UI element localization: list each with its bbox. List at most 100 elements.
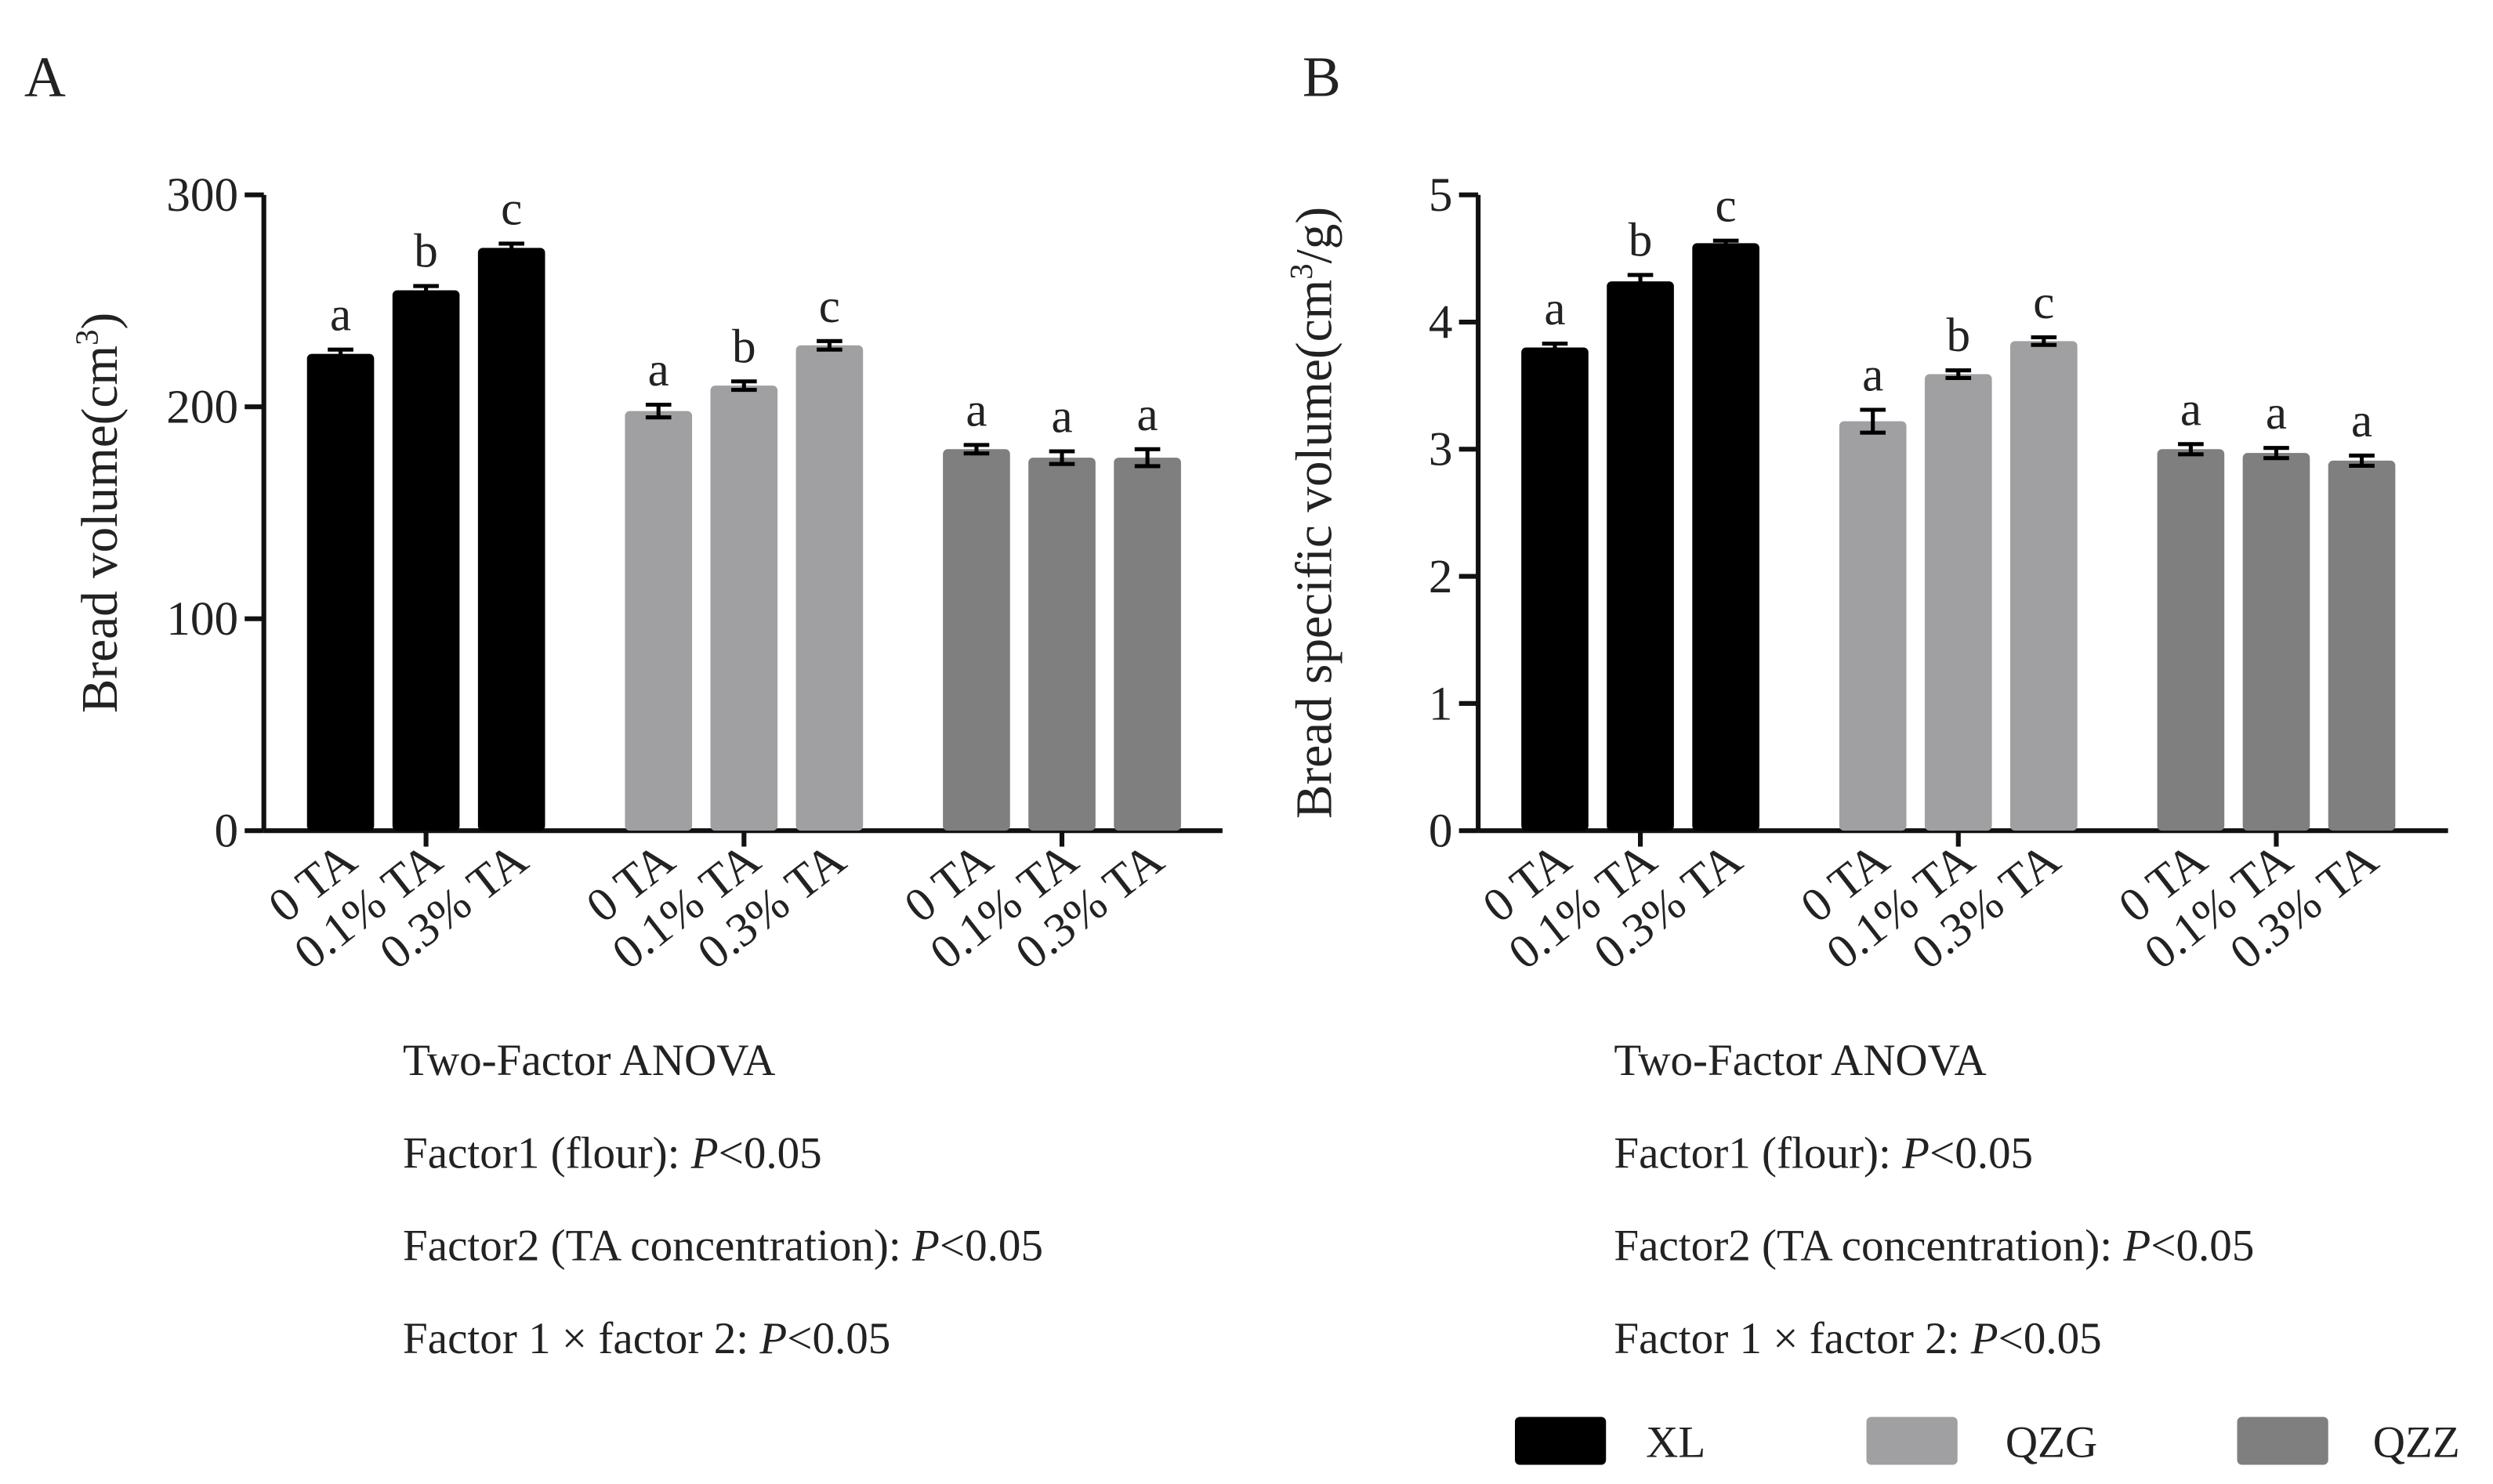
- bar: [625, 411, 693, 831]
- anova-line: Factor 1 × factor 2: P<0.05: [403, 1314, 890, 1363]
- bar: [1028, 458, 1096, 831]
- error-bar: [498, 241, 524, 255]
- bar: [795, 345, 864, 831]
- anova-part: Factor1 (flour):: [1614, 1128, 1902, 1178]
- y-label-part: Bread volume(cm: [72, 346, 129, 713]
- anova-part: Two-Factor ANOVA: [1614, 1036, 1986, 1085]
- error-bar: [2263, 446, 2289, 461]
- y-tick-label: 200: [166, 381, 238, 434]
- significance-letter: a: [966, 383, 987, 436]
- error-bar: [2178, 442, 2204, 457]
- anova-line: Factor2 (TA concentration): P<0.05: [403, 1222, 1043, 1271]
- bar: [710, 385, 778, 831]
- error-bar: [645, 402, 672, 420]
- significance-letter: a: [2180, 382, 2201, 436]
- anova-part: Factor 1 × factor 2:: [403, 1314, 759, 1363]
- y-label-part: Bread specific volume(cm: [1287, 280, 1343, 819]
- anova-line: Two-Factor ANOVA: [1614, 1036, 1986, 1085]
- anova-part: P: [690, 1128, 719, 1178]
- y-label-part: 3: [70, 330, 105, 346]
- bar: [2010, 341, 2078, 831]
- bar: [2328, 460, 2396, 831]
- y-label-part: /g): [1287, 207, 1343, 263]
- significance-letter: a: [330, 288, 351, 342]
- significance-letter: a: [2351, 394, 2372, 447]
- panel-label: B: [1303, 45, 1341, 108]
- bar: [1521, 347, 1589, 831]
- significance-letter: b: [732, 320, 756, 373]
- error-bar: [963, 443, 990, 456]
- anova-part: Two-Factor ANOVA: [403, 1036, 775, 1085]
- anova-line: Two-Factor ANOVA: [403, 1036, 775, 1085]
- error-bar: [1134, 447, 1161, 469]
- anova-part: <0.05: [787, 1314, 890, 1363]
- significance-letter: a: [2266, 386, 2287, 440]
- legend-label: QZG: [2006, 1417, 2097, 1467]
- bar: [1114, 458, 1181, 831]
- significance-letter: c: [501, 182, 522, 235]
- significance-letter: c: [2033, 276, 2054, 329]
- anova-part: P: [1901, 1128, 1930, 1178]
- y-tick-label: 0: [1429, 805, 1453, 858]
- significance-letter: a: [648, 343, 669, 396]
- legend-swatch: [1866, 1417, 1958, 1465]
- anova-part: P: [1970, 1314, 1998, 1363]
- anova-part: P: [2122, 1222, 2151, 1271]
- significance-letter: a: [1137, 388, 1158, 441]
- error-bar: [1712, 238, 1739, 248]
- error-bar: [2031, 335, 2057, 347]
- error-bar: [2349, 453, 2375, 468]
- bar: [1924, 374, 1992, 831]
- legend-swatch: [1515, 1417, 1607, 1465]
- error-bar: [1627, 273, 1654, 290]
- y-tick-label: 100: [166, 592, 238, 646]
- significance-letter: a: [1051, 390, 1072, 443]
- anova-part: <0.05: [1998, 1314, 2102, 1363]
- anova-line: Factor1 (flour): P<0.05: [403, 1128, 822, 1178]
- significance-letter: c: [1716, 179, 1737, 233]
- y-tick-label: 0: [214, 805, 238, 858]
- anova-part: <0.05: [2151, 1222, 2254, 1271]
- significance-letter: a: [1544, 282, 1565, 335]
- y-tick-label: 4: [1429, 295, 1453, 349]
- legend-label: QZZ: [2373, 1417, 2460, 1467]
- anova-part: Factor2 (TA concentration):: [403, 1222, 912, 1271]
- anova-part: Factor 1 × factor 2:: [1614, 1314, 1970, 1363]
- bar: [1839, 421, 1907, 831]
- error-bar: [1049, 449, 1075, 466]
- y-axis-label: Bread specific volume(cm3/g): [1284, 207, 1343, 819]
- bar: [306, 353, 375, 831]
- anova-part: <0.05: [719, 1128, 822, 1178]
- significance-letter: b: [1946, 309, 1970, 362]
- error-bar: [1542, 342, 1568, 353]
- panel-label: A: [24, 45, 66, 108]
- bar: [1607, 281, 1674, 831]
- legend-label: XL: [1646, 1417, 1705, 1467]
- significance-letter: c: [819, 280, 840, 333]
- bar: [477, 248, 545, 831]
- anova-line: Factor2 (TA concentration): P<0.05: [1614, 1222, 2254, 1271]
- y-tick-label: 2: [1429, 550, 1453, 603]
- error-bar: [1860, 407, 1886, 435]
- anova-part: <0.05: [940, 1222, 1043, 1271]
- anova-line: Factor1 (flour): P<0.05: [1614, 1128, 2033, 1178]
- y-tick-label: 1: [1429, 677, 1453, 730]
- significance-letter: b: [414, 225, 438, 278]
- y-tick-label: 3: [1429, 423, 1453, 476]
- error-bar: [328, 347, 353, 360]
- y-axis-label: Bread volume(cm3): [70, 313, 129, 713]
- error-bar: [731, 379, 757, 393]
- anova-part: <0.05: [1930, 1128, 2033, 1178]
- error-bar: [1945, 368, 1972, 380]
- bar: [1692, 243, 1759, 831]
- y-label-part: 3: [1284, 263, 1319, 279]
- bar: [2157, 449, 2225, 831]
- bar: [943, 449, 1010, 831]
- anova-part: P: [911, 1222, 940, 1271]
- bar: [392, 290, 460, 831]
- y-tick-label: 5: [1429, 168, 1453, 222]
- anova-part: Factor2 (TA concentration):: [1614, 1222, 2123, 1271]
- anova-line: Factor 1 × factor 2: P<0.05: [1614, 1314, 2101, 1363]
